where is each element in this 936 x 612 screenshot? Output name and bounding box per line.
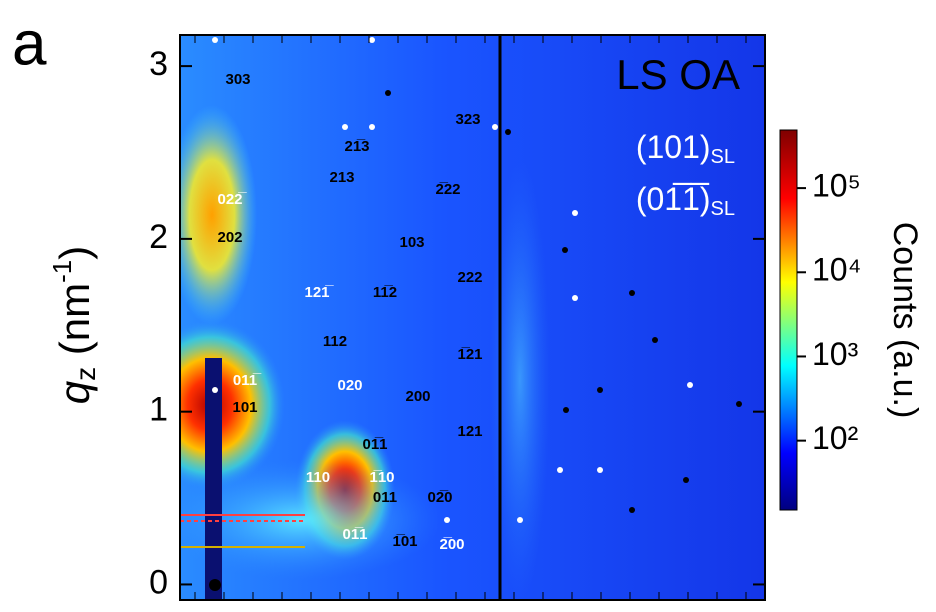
orientation-sub: SL [711, 146, 735, 168]
orientation-text: (101) [636, 129, 711, 165]
colorbar-tick-label: 10³ [812, 336, 859, 372]
orientation-label: (01̅1̅)SL [636, 181, 735, 220]
reflection-label: 110 [306, 469, 330, 486]
reflection-label: 11̅2 [373, 284, 397, 301]
reflection-label: 1̅21 [457, 346, 482, 363]
reflection-label: 011̅ [233, 372, 262, 389]
reflection-label: 1̅10 [369, 469, 394, 486]
reflection-label: 200 [405, 388, 430, 405]
chart-title: LS OA [616, 51, 740, 98]
reflection-label: 121 [457, 423, 482, 440]
y-tick-label: 3 [149, 45, 168, 83]
reflection-label: 1̅01 [392, 533, 417, 550]
minor-ticks [194, 35, 747, 600]
reflection-label: 01̅1 [342, 526, 367, 543]
colorbar-label: Counts (a.u.) [886, 222, 924, 419]
y-label-part: (nm [51, 283, 98, 367]
y-label-part: q [51, 380, 98, 404]
reflection-label: 02̅0 [427, 489, 452, 506]
reflection-label: 2̅00 [439, 536, 464, 553]
y-tick-label: 0 [149, 563, 168, 601]
panel-label: a [12, 9, 47, 78]
reflection-label: 303 [225, 71, 250, 88]
reflection-label: 2̅22 [435, 181, 460, 198]
colorbar [779, 129, 798, 511]
y-label-part: z [70, 367, 101, 381]
plot-frame [179, 34, 766, 601]
orientation-sub: SL [711, 198, 735, 220]
reflection-label: 323 [455, 111, 480, 128]
orientation-text: (01̅1̅) [636, 181, 711, 217]
orientation-label: (101)SL [636, 129, 735, 168]
colorbar-tick-label: 10² [812, 420, 859, 456]
reflection-label: 222 [457, 269, 482, 286]
y-tick-label: 1 [149, 391, 168, 429]
colorbar-tick-label: 10⁴ [812, 252, 861, 288]
reflection-label: 202 [217, 229, 242, 246]
y-tick-label: 2 [149, 218, 168, 256]
reflection-label: 011 [373, 489, 397, 506]
y-axis-label: qz (nm-1) [47, 246, 102, 404]
y-label-part: ) [51, 246, 98, 260]
pattern-image [180, 35, 765, 600]
reflection-label: 022̅ [217, 191, 247, 208]
reflection-label: 121̅ [304, 284, 334, 301]
reflection-label: 21̅3 [344, 138, 369, 155]
reflection-label: 101 [232, 399, 257, 416]
reflection-label: 01̅1 [362, 436, 387, 453]
y-label-part: -1 [47, 260, 77, 283]
reflection-label: 112 [323, 333, 347, 350]
colorbar-tick-label: 10⁵ [812, 168, 861, 204]
reflection-label: 103 [399, 234, 424, 251]
reflection-label: 020 [337, 377, 362, 394]
reflection-label: 213 [329, 169, 354, 186]
